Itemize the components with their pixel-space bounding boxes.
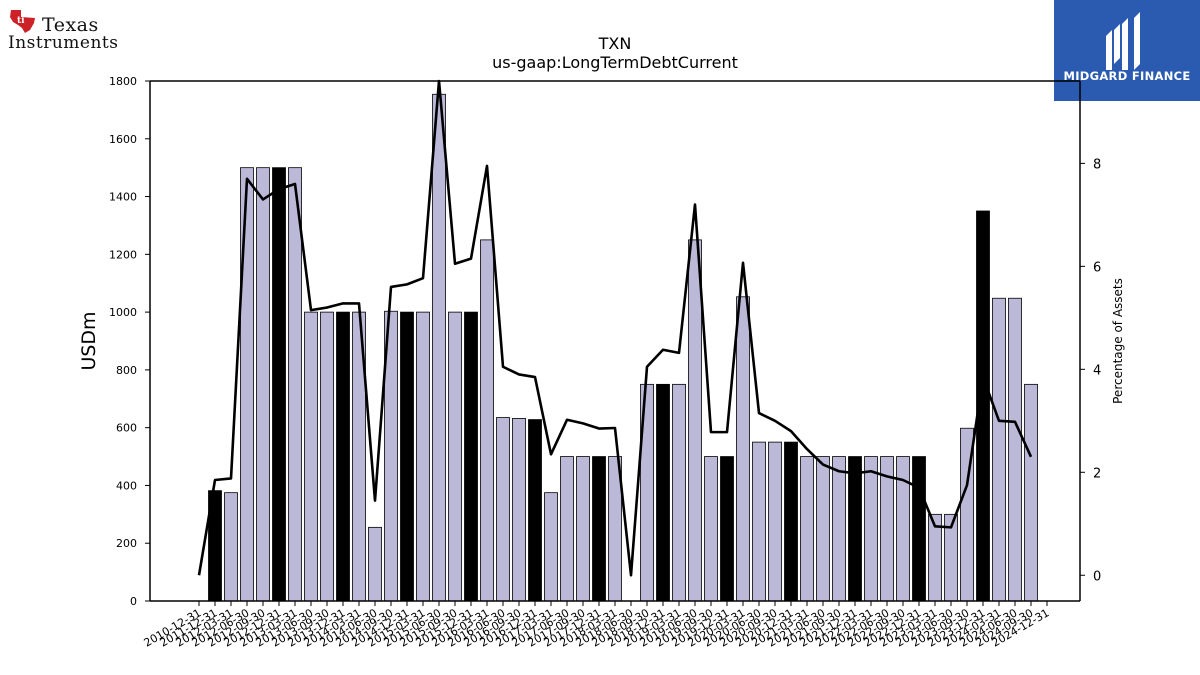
bar-2017-12-31 <box>592 456 606 602</box>
midgard-bars-icon <box>1054 0 1200 101</box>
bar-2020-03-31 <box>736 296 750 602</box>
bar-2018-12-31 <box>656 383 670 602</box>
bar-2020-09-30 <box>768 441 782 602</box>
y2-tick-label: 6 <box>1093 260 1101 275</box>
bar-2015-06-30 <box>432 93 446 602</box>
bar-2016-09-30 <box>512 418 526 602</box>
y-tick-label: 1200 <box>109 248 137 261</box>
bar-2013-03-31 <box>288 167 302 602</box>
bar-2014-06-30 <box>368 526 382 602</box>
midgard-finance-logo: MIDGARD FINANCE <box>1054 0 1200 101</box>
line-layer <box>197 79 1033 577</box>
bar-2013-06-30 <box>304 311 318 602</box>
bar-2024-06-30 <box>1008 297 1022 602</box>
bar-2021-03-31 <box>800 456 814 602</box>
y-tick-label: 800 <box>116 364 137 377</box>
bars-layer <box>208 93 1038 602</box>
y-tick-label: 200 <box>116 537 137 550</box>
logo-text-line1: Texas <box>42 14 99 36</box>
y-tick-label: 600 <box>116 422 137 435</box>
y-tick-label: 1600 <box>109 133 137 146</box>
bar-2020-06-30 <box>752 441 766 602</box>
y-tick-label: 1800 <box>109 75 137 88</box>
bar-2024-03-31 <box>992 297 1006 602</box>
y-tick-label: 0 <box>130 595 137 608</box>
bar-2022-12-31 <box>912 456 926 602</box>
bar-2012-03-31 <box>224 492 238 602</box>
y2-tick-label: 8 <box>1093 157 1101 172</box>
bar-2021-09-30 <box>832 456 846 602</box>
bar-2016-12-31 <box>528 419 542 602</box>
y-tick-label: 1000 <box>109 306 137 319</box>
bar-2017-06-30 <box>560 456 574 602</box>
bar-2019-03-31 <box>672 383 686 602</box>
percentage-line <box>197 79 1033 577</box>
bar-2017-03-31 <box>544 492 558 602</box>
bar-2012-09-30 <box>256 167 270 602</box>
bar-2021-06-30 <box>816 456 830 602</box>
bar-2016-06-30 <box>496 417 510 602</box>
texas-instruments-logo: ti Texas Instruments <box>6 6 136 53</box>
chart-subtitle: us-gaap:LongTermDebtCurrent <box>492 53 738 72</box>
bar-2014-12-31 <box>400 311 414 602</box>
bar-2013-09-30 <box>320 311 334 602</box>
bar-2016-03-31 <box>480 239 494 602</box>
y-tick-label: 1400 <box>109 191 137 204</box>
bar-2019-12-31 <box>720 456 734 602</box>
bar-2019-06-30 <box>688 239 702 602</box>
bar-2019-09-30 <box>704 456 718 602</box>
bar-2021-12-31 <box>848 456 862 602</box>
bar-2012-12-31 <box>272 167 286 602</box>
bar-2022-03-31 <box>864 456 878 602</box>
logo-brand-text: MIDGARD FINANCE <box>1063 69 1191 83</box>
bar-2012-06-30 <box>240 167 254 602</box>
bar-2017-09-30 <box>576 456 590 602</box>
y-axis-label: USDm <box>78 311 100 370</box>
y-tick-label: 400 <box>116 479 137 492</box>
y2-axis-label: Percentage of Assets <box>1111 278 1125 404</box>
y2-tick-label: 2 <box>1093 466 1101 481</box>
logo-text-line2: Instruments <box>8 33 119 53</box>
bar-2015-03-31 <box>416 311 430 602</box>
bar-2015-12-31 <box>464 311 478 602</box>
axes-layer: 0200400600800100012001400160018000246820… <box>109 75 1101 650</box>
chart-title: TXN <box>598 34 632 53</box>
y2-tick-label: 4 <box>1093 363 1101 378</box>
bar-2015-09-30 <box>448 311 462 602</box>
texas-state-icon: ti <box>10 10 35 33</box>
svg-text:ti: ti <box>17 16 25 26</box>
bar-2024-09-30 <box>1024 383 1038 602</box>
bar-2020-12-31 <box>784 441 798 602</box>
bar-2013-12-31 <box>336 311 350 602</box>
y2-tick-label: 0 <box>1093 569 1101 584</box>
